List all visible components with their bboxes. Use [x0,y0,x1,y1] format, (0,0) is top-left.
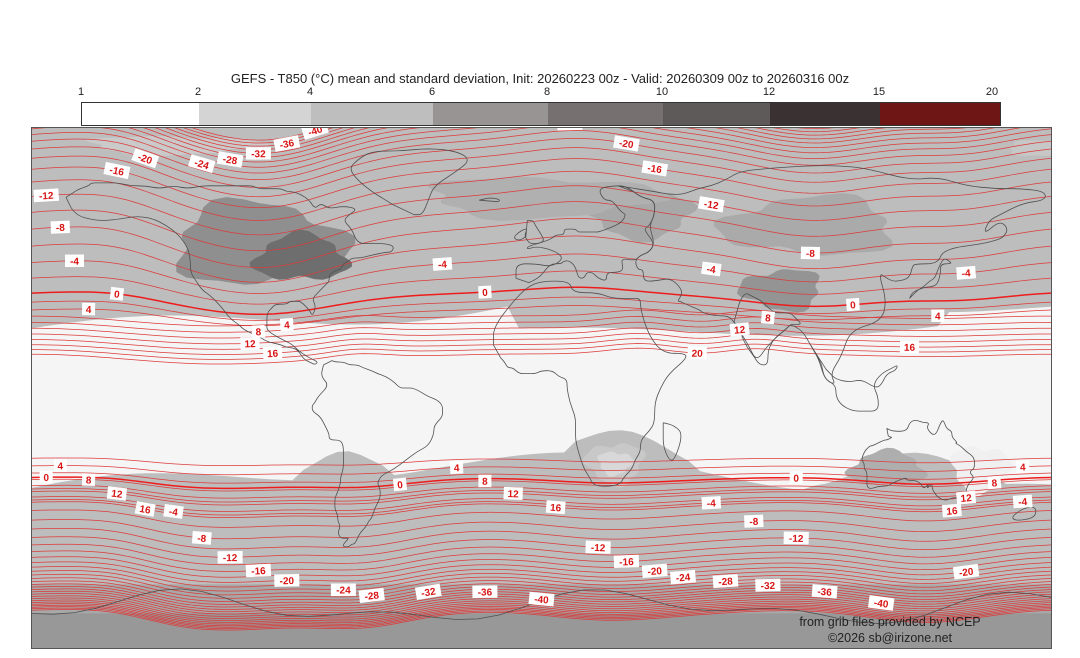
svg-text:-12: -12 [39,191,55,203]
svg-text:-24: -24 [336,585,351,596]
svg-text:4: 4 [58,461,64,472]
svg-text:-28: -28 [718,576,734,588]
svg-text:-16: -16 [619,557,634,568]
svg-text:-12: -12 [591,543,606,555]
svg-text:16: 16 [904,343,916,354]
svg-text:-8: -8 [749,517,759,528]
svg-text:16: 16 [946,506,958,518]
svg-text:-4: -4 [961,268,971,280]
svg-text:4: 4 [86,305,92,316]
svg-text:-4: -4 [707,498,717,509]
svg-text:16: 16 [550,503,562,515]
svg-text:-8: -8 [806,249,816,260]
svg-text:12: 12 [960,493,973,505]
svg-text:-12: -12 [223,553,238,564]
svg-text:-40: -40 [534,594,550,606]
svg-text:0: 0 [43,473,49,484]
svg-text:8: 8 [255,327,261,338]
svg-text:-12: -12 [789,534,804,545]
svg-text:-4: -4 [1018,497,1028,509]
svg-text:-32: -32 [761,581,776,592]
svg-text:-20: -20 [958,567,974,580]
svg-text:12: 12 [244,339,256,350]
svg-text:4: 4 [1020,462,1026,473]
svg-text:12: 12 [111,489,124,501]
svg-text:-24: -24 [562,128,577,131]
svg-text:-4: -4 [438,259,448,271]
svg-text:-8: -8 [197,533,207,545]
svg-text:4: 4 [454,463,460,474]
svg-text:-40: -40 [873,598,889,611]
svg-text:-8: -8 [56,223,66,234]
svg-text:-36: -36 [478,587,493,598]
svg-text:8: 8 [86,475,92,486]
svg-text:12: 12 [507,489,519,500]
svg-text:-4: -4 [70,257,79,268]
svg-text:-36: -36 [817,587,833,599]
svg-text:0: 0 [482,288,489,299]
svg-text:-20: -20 [279,576,294,587]
svg-text:-20: -20 [647,566,663,578]
svg-text:-16: -16 [251,566,266,578]
svg-text:8: 8 [482,477,488,488]
svg-text:4: 4 [935,311,941,322]
svg-text:20: 20 [692,349,704,360]
svg-text:0: 0 [793,474,799,485]
svg-text:12: 12 [734,325,747,337]
svg-text:16: 16 [267,349,279,361]
svg-text:-24: -24 [675,572,691,584]
svg-text:-28: -28 [364,590,380,603]
svg-text:-32: -32 [251,149,266,160]
